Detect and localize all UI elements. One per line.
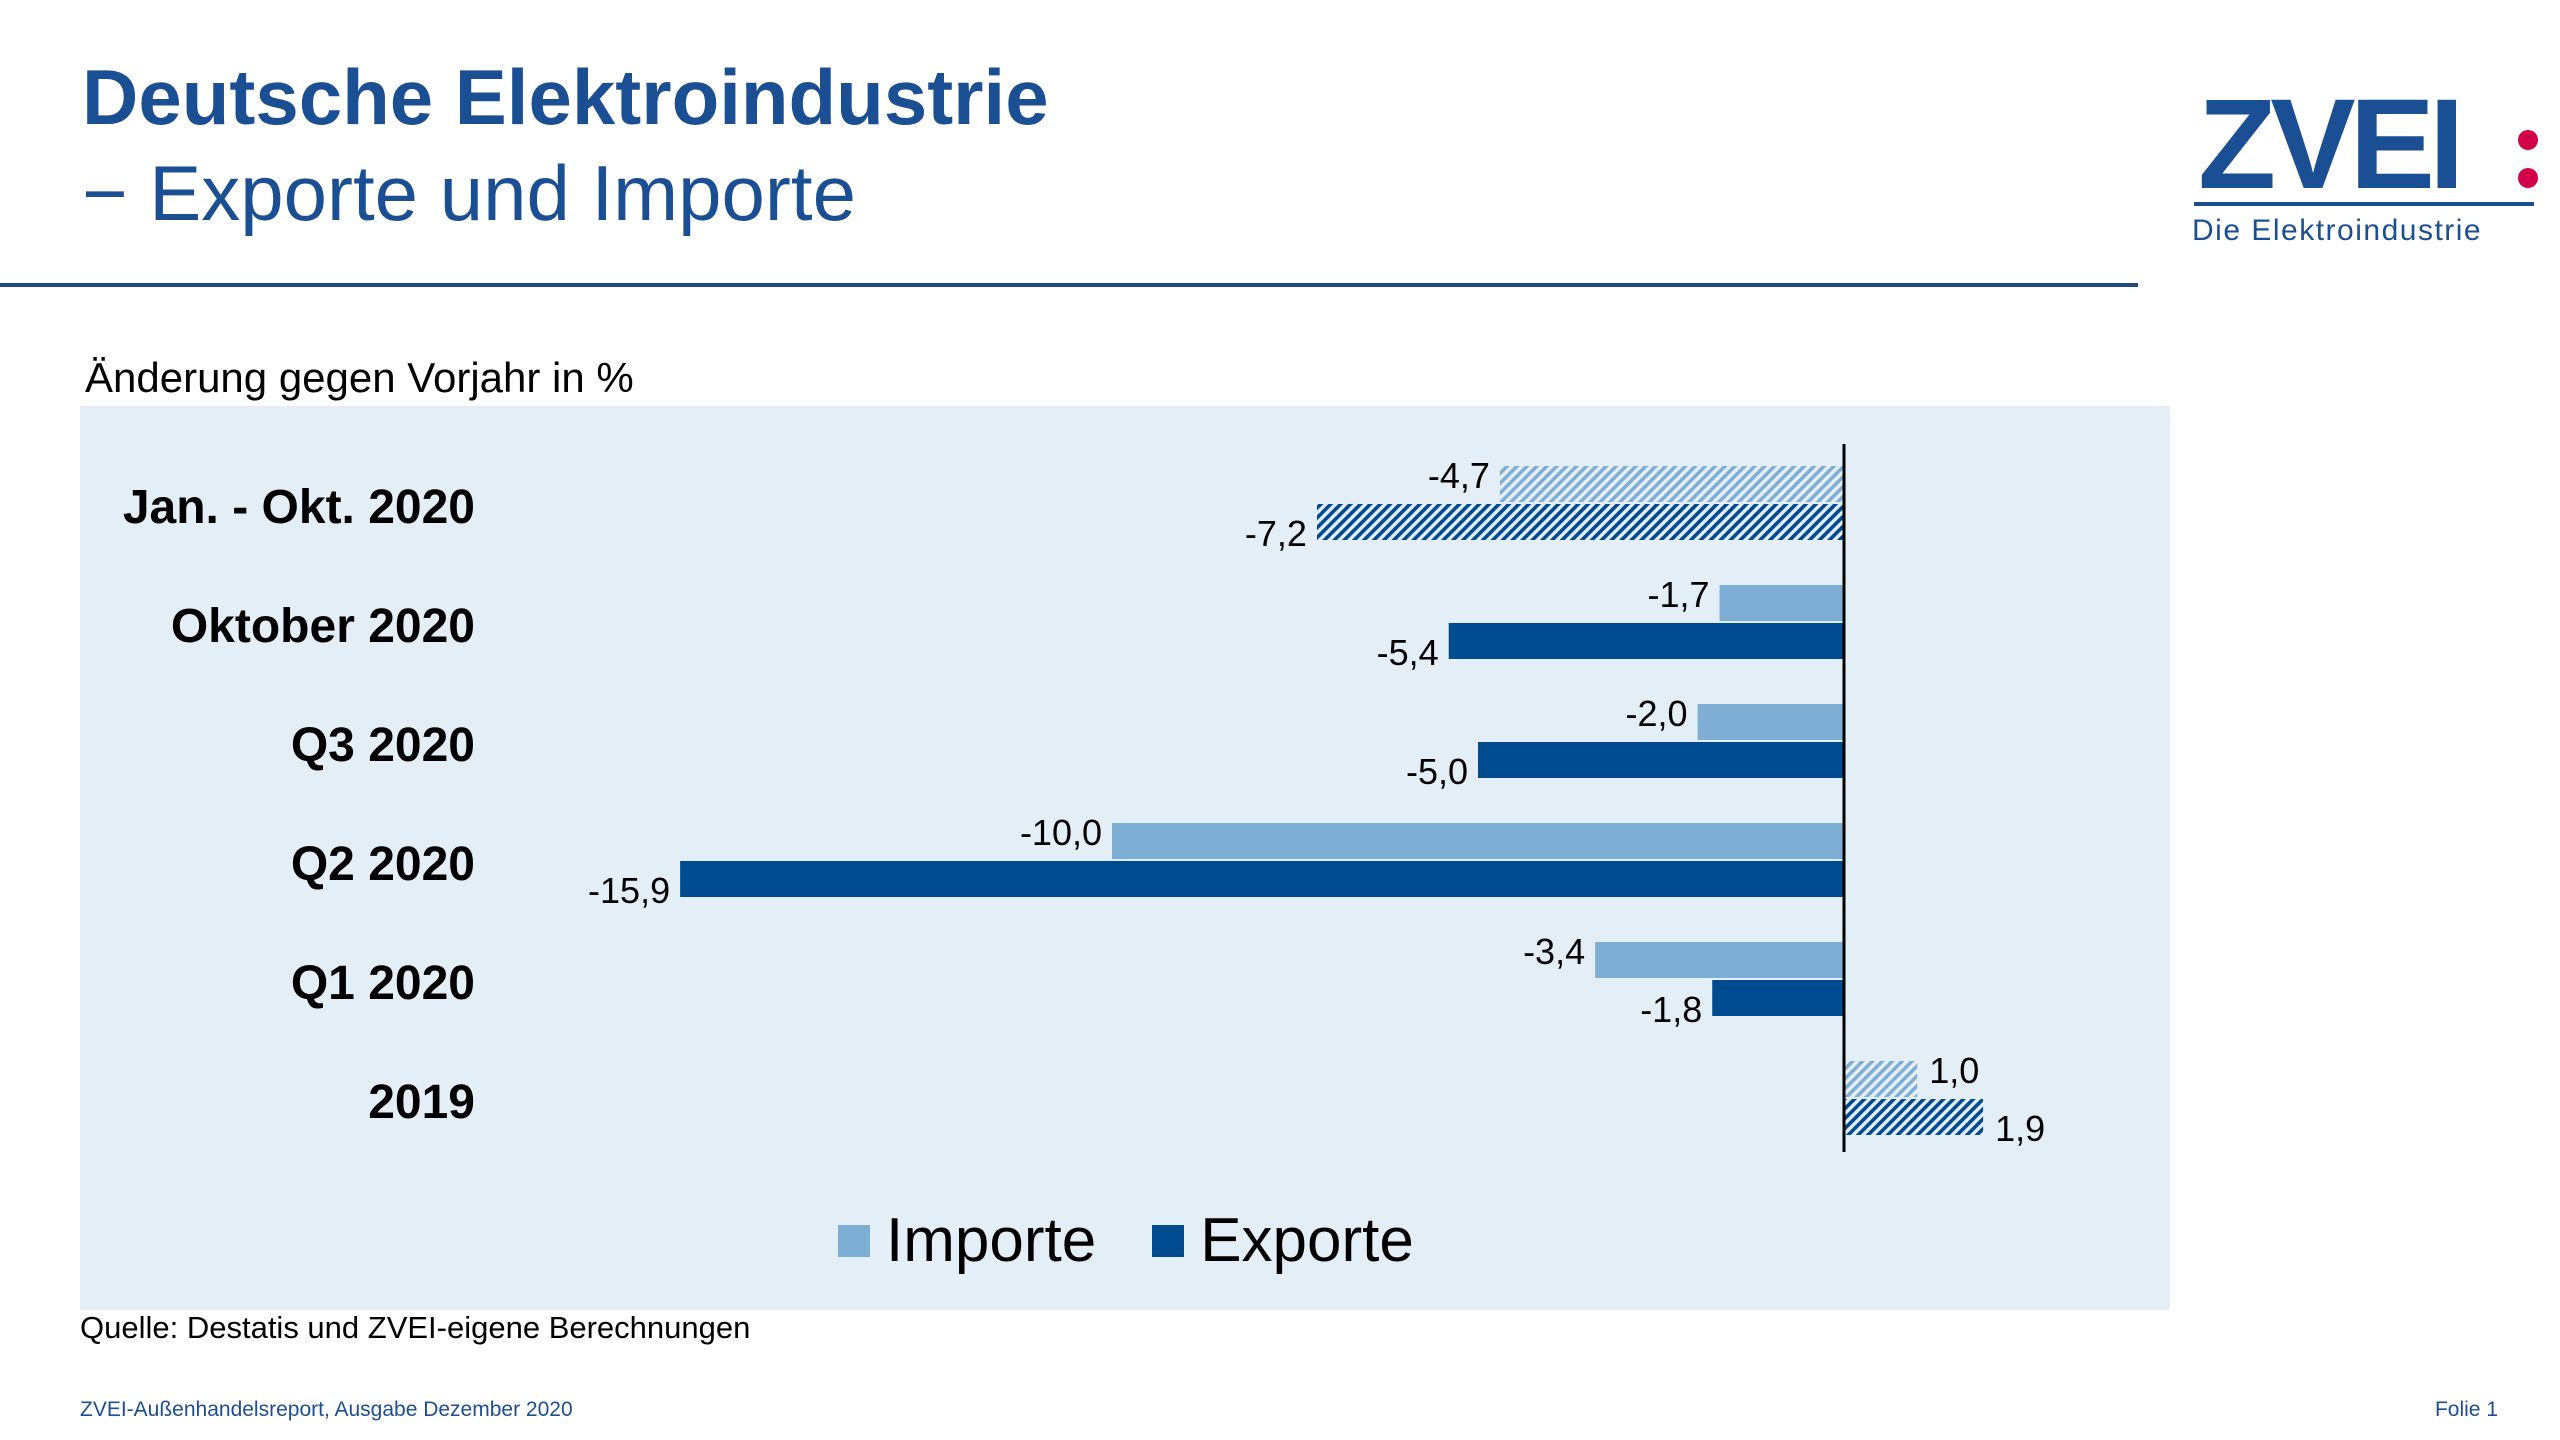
page-subtitle: − Exporte und Importe (82, 149, 856, 237)
bar-exporte (1844, 1099, 1984, 1135)
legend-swatch-exporte (1152, 1224, 1185, 1257)
zvei-logo: ZVEI (2194, 76, 2538, 216)
bar-importe (1595, 942, 1844, 978)
bar-importe (1697, 704, 1844, 740)
bar-exporte (1478, 742, 1844, 778)
data-label-importe: -2,0 (1626, 693, 1688, 734)
bar-chart: -4,7 -7,2 -1,7 -5,4 -2,0 -5,0 -10,0 -15,9 -3,4 -1… (588, 444, 2045, 1152)
bar-exporte (1712, 980, 1844, 1016)
legend-item-exporte: Exporte (1152, 1205, 1414, 1276)
category-label: Oktober 2020 (170, 600, 475, 653)
logo-dot-bottom (2518, 168, 2538, 188)
source-note: Quelle: Destatis und ZVEI-eigene Berechn… (80, 1310, 751, 1345)
data-label-exporte: -7,2 (1245, 513, 1307, 554)
bar-importe (1844, 1061, 1918, 1097)
data-label-exporte: -1,8 (1640, 989, 1702, 1030)
chart-subtitle: Änderung gegen Vorjahr in % (85, 354, 634, 401)
header-divider (0, 283, 2138, 287)
bar-exporte (680, 861, 1844, 897)
logo-tagline: Die Elektroindustrie (2192, 214, 2483, 247)
bar-importe (1112, 823, 1844, 859)
legend-label-importe: Importe (886, 1206, 1097, 1275)
bar-exporte (1448, 623, 1844, 659)
footer-slide-number: Folie 1 (2434, 1398, 2498, 1421)
chart-legend: Importe Exporte (838, 1205, 1470, 1276)
category-label: Q3 2020 (290, 719, 475, 772)
data-label-exporte: -5,4 (1377, 632, 1439, 673)
data-label-exporte: 1,9 (1995, 1108, 2045, 1149)
category-label: Jan. - Okt. 2020 (122, 481, 475, 534)
data-label-importe: -3,4 (1523, 931, 1585, 972)
legend-swatch-importe (838, 1224, 870, 1257)
footer-report-name: ZVEI-Außenhandelsreport, Ausgabe Dezembe… (80, 1398, 573, 1421)
logo-underline (2194, 202, 2534, 206)
data-label-importe: 1,0 (1929, 1050, 1979, 1091)
legend-label-exporte: Exporte (1200, 1206, 1414, 1275)
category-label: Q1 2020 (290, 957, 475, 1010)
data-label-importe: -10,0 (1020, 812, 1102, 853)
legend-item-importe: Importe (838, 1205, 1096, 1276)
category-label: 2019 (368, 1076, 475, 1129)
bar-importe (1499, 466, 1844, 502)
category-label: Q2 2020 (290, 838, 475, 891)
svg-text:ZVEI: ZVEI (2198, 76, 2459, 216)
data-label-importe: -4,7 (1428, 455, 1490, 496)
data-label-exporte: -15,9 (588, 870, 670, 911)
logo-dot-top (2518, 130, 2538, 150)
bar-exporte (1316, 504, 1844, 540)
page-title: Deutsche Elektroindustrie (82, 53, 1049, 141)
bar-importe (1719, 585, 1844, 621)
data-label-importe: -1,7 (1648, 574, 1710, 615)
data-label-exporte: -5,0 (1406, 751, 1468, 792)
